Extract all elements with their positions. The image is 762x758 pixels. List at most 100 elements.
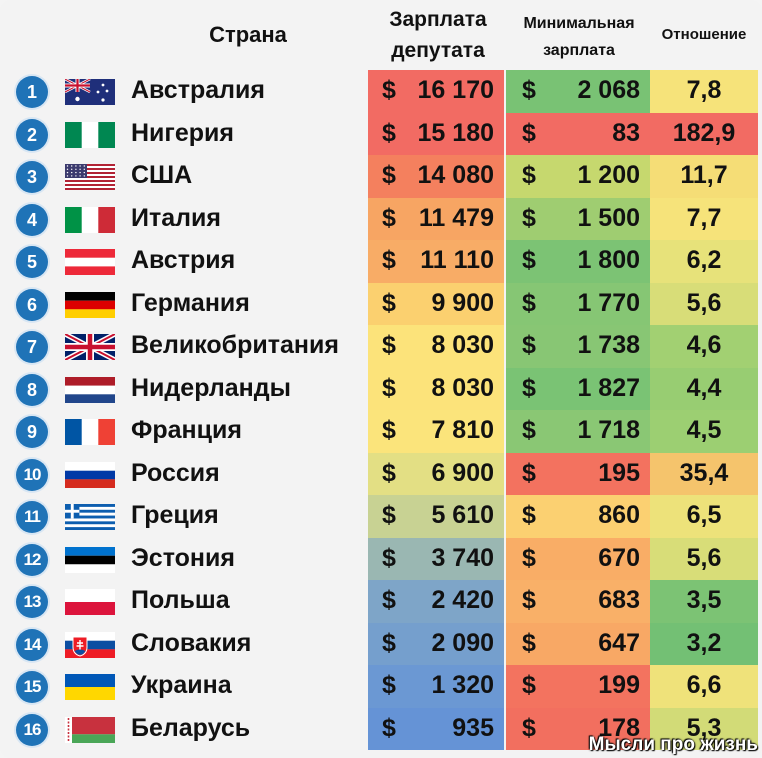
country-name: Польша — [131, 586, 230, 614]
min-wage-value: 670 — [598, 543, 640, 572]
header-ratio: Отношение — [661, 26, 747, 43]
min-wage-cell: $1 500 — [506, 197, 650, 240]
uk-flag-icon — [65, 334, 115, 360]
currency-symbol: $ — [522, 288, 536, 317]
header-salary-line2: депутата — [391, 39, 485, 62]
salary-value: 2 420 — [431, 586, 494, 614]
country-name: Нигерия — [131, 118, 234, 147]
min-wage-cell: $1 738 — [506, 325, 650, 368]
currency-symbol: $ — [522, 628, 536, 657]
belarus-flag-icon — [65, 716, 115, 743]
salary-cell: $16 170 — [368, 70, 504, 113]
salary-cell: $11 479 — [368, 197, 504, 240]
min-wage-value: 683 — [598, 586, 640, 614]
table-row: 7 Великобритания $8 030 $1 738 4,6 — [0, 325, 762, 368]
table-row: 12 Эстония $3 740 $670 5,6 — [0, 537, 762, 580]
salary-value: 14 080 — [417, 161, 494, 189]
salary-cell: $5 610 — [368, 495, 504, 538]
rank-badge: 7 — [16, 331, 48, 363]
ratio-cell: 5,6 — [650, 282, 758, 325]
currency-symbol: $ — [522, 161, 536, 189]
min-wage-value: 1 738 — [577, 331, 640, 359]
greece-flag-icon — [65, 504, 115, 530]
ratio-value: 7,7 — [686, 203, 722, 232]
min-wage-cell: $1 770 — [506, 282, 650, 325]
salary-value: 8 030 — [431, 373, 494, 402]
salary-value: 8 030 — [431, 331, 494, 359]
min-wage-value: 1 500 — [577, 203, 640, 232]
rank-badge: 10 — [16, 458, 48, 491]
currency-symbol: $ — [522, 586, 536, 614]
min-wage-cell: $1 200 — [506, 155, 650, 198]
ratio-value: 5,3 — [686, 713, 722, 742]
currency-symbol: $ — [522, 501, 536, 529]
salary-cell: $3 740 — [368, 537, 504, 580]
rank-badge: 13 — [16, 586, 48, 618]
rank-badge: 15 — [16, 671, 48, 703]
country-name: США — [131, 161, 193, 189]
salary-cell: $2 420 — [368, 580, 504, 623]
currency-symbol: $ — [382, 246, 396, 274]
ratio-cell: 11,7 — [650, 155, 758, 198]
ratio-value: 6,5 — [686, 501, 722, 529]
table-row: 8 Нидерланды $8 030 $1 827 4,4 — [0, 367, 762, 410]
salary-cell: $1 320 — [368, 665, 504, 708]
ukraine-flag-icon — [65, 674, 115, 700]
slovakia-flag-icon — [65, 631, 115, 658]
min-wage-cell: $83 — [506, 112, 650, 155]
ratio-value: 6,2 — [686, 246, 722, 274]
country-name: Австрия — [131, 246, 236, 274]
min-wage-cell: $178 — [506, 707, 650, 750]
currency-symbol: $ — [522, 671, 536, 699]
currency-symbol: $ — [522, 246, 536, 274]
min-wage-value: 178 — [598, 713, 640, 742]
min-wage-cell: $1 827 — [506, 367, 650, 410]
country-name: Греция — [131, 501, 219, 529]
currency-symbol: $ — [382, 373, 396, 402]
min-wage-value: 2 068 — [577, 76, 640, 104]
currency-symbol: $ — [522, 203, 536, 232]
currency-symbol: $ — [382, 416, 396, 444]
salary-value: 16 170 — [417, 76, 494, 104]
currency-symbol: $ — [382, 628, 396, 657]
country-name: Украина — [131, 671, 232, 699]
min-wage-cell: $2 068 — [506, 70, 650, 113]
ratio-cell: 7,8 — [650, 70, 758, 113]
italy-flag-icon — [65, 206, 115, 233]
ratio-value: 7,8 — [686, 76, 722, 104]
usa-flag-icon — [65, 164, 115, 190]
salary-value: 11 479 — [418, 203, 494, 232]
salary-value: 7 810 — [431, 416, 494, 444]
salary-value: 5 610 — [431, 501, 494, 529]
min-wage-cell: $195 — [506, 452, 650, 495]
currency-symbol: $ — [382, 671, 396, 699]
table-row: 13 Польша $2 420 $683 3,5 — [0, 580, 762, 623]
ratio-cell: 3,5 — [650, 580, 758, 623]
germany-flag-icon — [65, 291, 115, 318]
currency-symbol: $ — [522, 76, 536, 104]
ratio-cell: 5,6 — [650, 537, 758, 580]
ratio-value: 5,6 — [686, 288, 722, 317]
currency-symbol: $ — [382, 543, 396, 572]
salary-cell: $2 090 — [368, 622, 504, 665]
salary-value: 3 740 — [431, 543, 494, 572]
min-wage-cell: $647 — [506, 622, 650, 665]
rank-badge: 6 — [16, 288, 48, 321]
country-name: Австралия — [131, 76, 265, 104]
min-wage-cell: $1 800 — [506, 240, 650, 283]
currency-symbol: $ — [382, 203, 396, 232]
min-wage-value: 195 — [598, 458, 640, 487]
currency-symbol: $ — [522, 458, 536, 487]
rank-badge: 4 — [16, 203, 48, 236]
rank-badge: 11 — [16, 501, 48, 533]
table-row: 2 Нигерия $15 180 $83 182,9 — [0, 112, 762, 155]
rank-badge: 1 — [16, 76, 48, 108]
header-min-wage-line2: зарплата — [543, 42, 615, 59]
rank-badge: 3 — [16, 161, 48, 193]
nigeria-flag-icon — [65, 121, 115, 148]
rank-badge: 12 — [16, 543, 48, 576]
currency-symbol: $ — [522, 416, 536, 444]
min-wage-value: 1 827 — [577, 373, 640, 402]
currency-symbol: $ — [382, 288, 396, 317]
table-row: 6 Германия $9 900 $1 770 5,6 — [0, 282, 762, 325]
